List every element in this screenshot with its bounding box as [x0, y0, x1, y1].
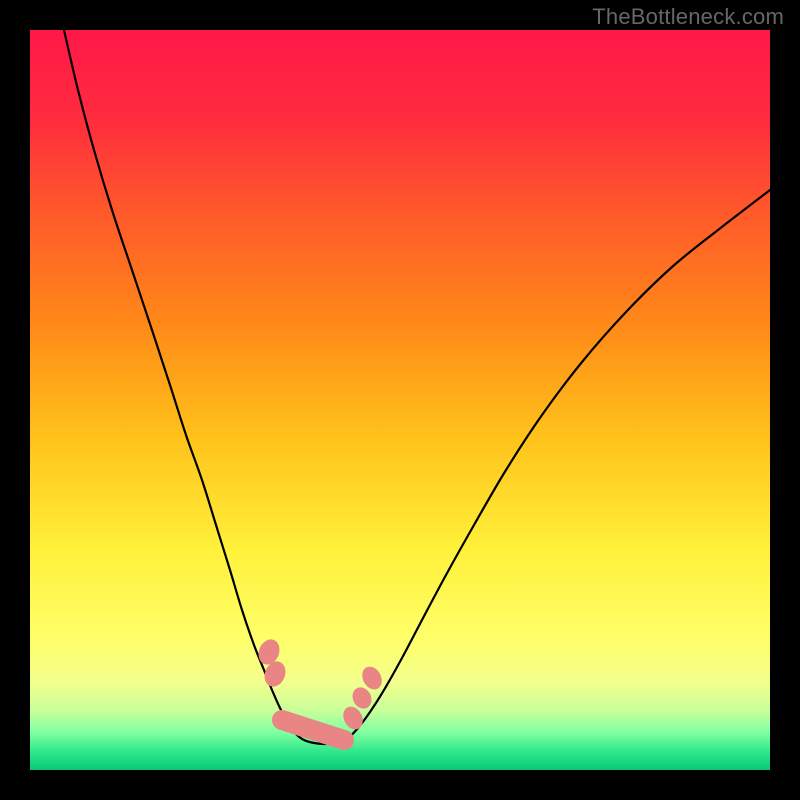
chart-background: [30, 30, 770, 770]
chart-svg: [30, 30, 770, 770]
watermark-text: TheBottleneck.com: [592, 4, 784, 30]
chart-frame: TheBottleneck.com: [0, 0, 800, 800]
